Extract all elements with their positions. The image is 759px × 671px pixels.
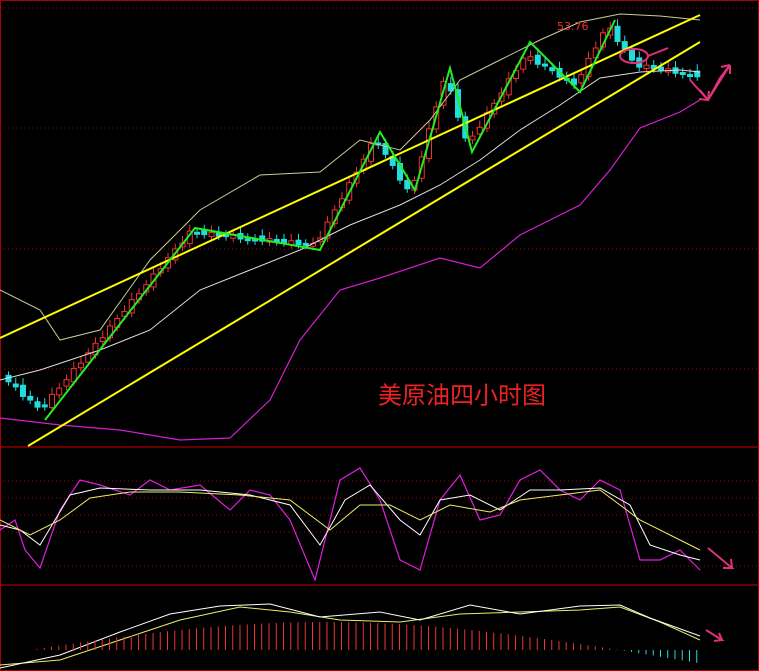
candle (41, 404, 48, 408)
kdj-j (0, 467, 701, 582)
kdj-d (0, 484, 701, 561)
macd (0, 603, 701, 669)
candle (542, 63, 548, 67)
candle (643, 64, 650, 70)
candle (520, 57, 527, 70)
candle (534, 54, 541, 65)
candle (49, 393, 55, 408)
candle (455, 89, 461, 118)
candle (281, 238, 287, 244)
macd-dif (0, 603, 701, 669)
candle (658, 66, 664, 71)
arrow (647, 47, 669, 57)
candle (382, 143, 389, 155)
candle (85, 352, 92, 363)
candle (20, 384, 26, 397)
candle (629, 49, 635, 61)
candle (687, 74, 693, 78)
grid (0, 7, 759, 586)
kdj (0, 467, 701, 582)
candle (63, 379, 70, 387)
candle (12, 383, 19, 388)
candle (99, 337, 106, 342)
candle (614, 25, 621, 42)
candle (56, 387, 63, 396)
bands (0, 13, 735, 642)
candle (679, 72, 686, 76)
candle (404, 180, 411, 190)
channel-upper (0, 14, 701, 339)
candle (694, 70, 701, 78)
lower-band (0, 99, 701, 441)
arrows (705, 547, 735, 642)
channel-lower (27, 41, 701, 447)
upper-band (0, 13, 701, 341)
candle (578, 74, 585, 84)
middle-band (0, 69, 701, 381)
candle (549, 67, 556, 72)
candle (244, 238, 251, 242)
candle (527, 56, 534, 61)
candle (295, 239, 302, 246)
candle (621, 41, 628, 50)
candle (469, 135, 476, 141)
candle (208, 231, 215, 237)
macd-dea (0, 606, 701, 666)
candle (34, 401, 41, 408)
candle (201, 230, 208, 236)
candle (194, 231, 200, 235)
candle (447, 83, 454, 92)
kdj-k (0, 489, 701, 551)
candle (302, 242, 309, 246)
price-annotation: 53.76 (557, 20, 589, 33)
chart-title: 美原油四小时图 (378, 382, 546, 410)
candle (78, 362, 84, 369)
wave-line (44, 19, 616, 421)
arrows (689, 64, 731, 101)
candle (27, 395, 34, 401)
